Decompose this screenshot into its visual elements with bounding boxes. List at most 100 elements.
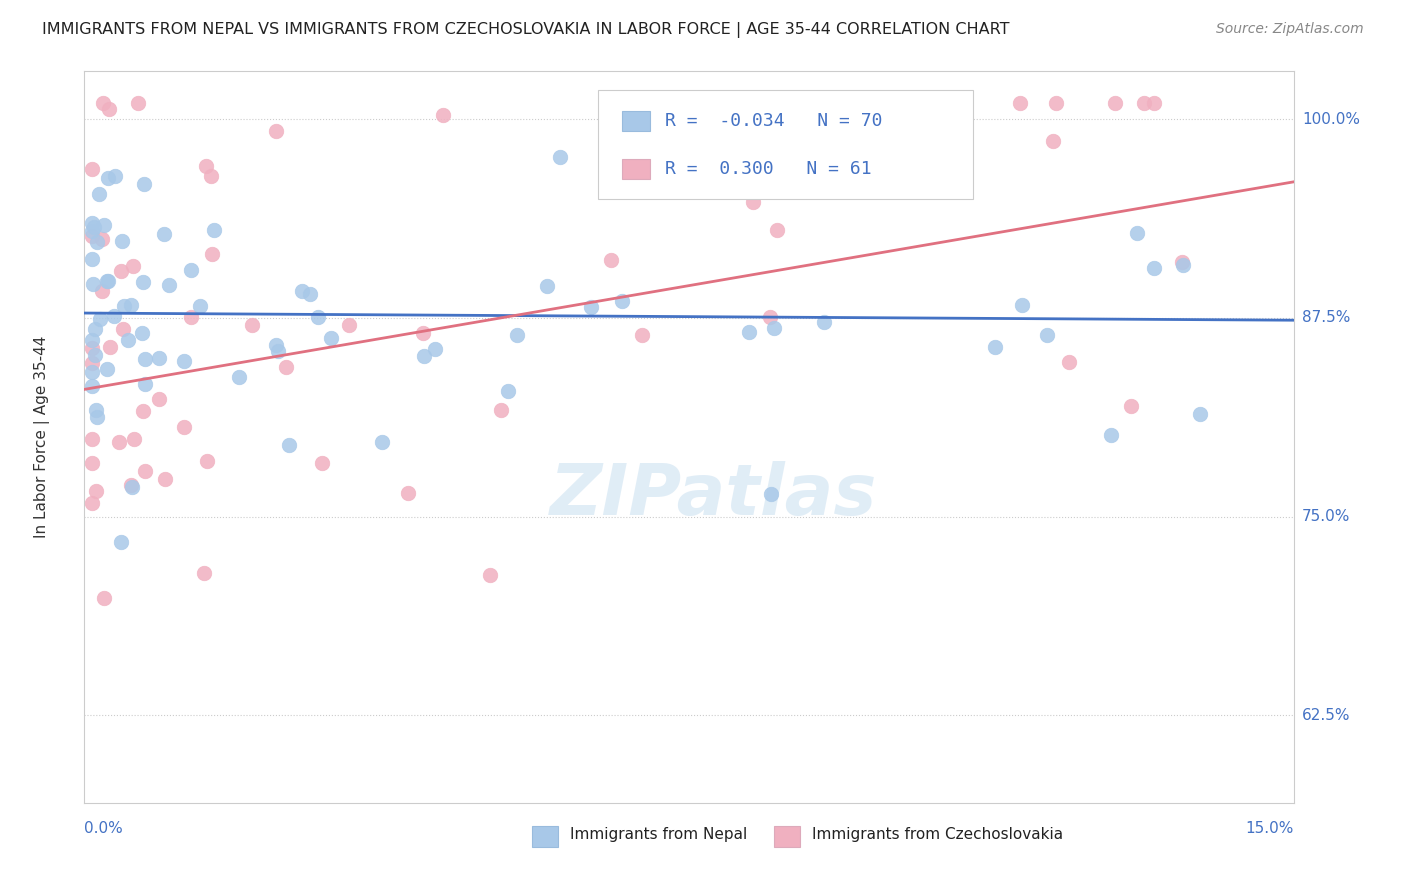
- Point: [96, 274, 118, 288]
- Point: [122, 259, 145, 273]
- Point: [86, 402, 108, 417]
- Point: [89, 312, 111, 326]
- Point: [1121, 399, 1143, 413]
- Point: [489, 402, 512, 417]
- Point: [82, 433, 104, 447]
- Point: [98, 340, 121, 354]
- Point: [1057, 355, 1080, 369]
- Point: [1011, 298, 1033, 312]
- Point: [84, 322, 107, 336]
- Point: [759, 487, 782, 501]
- Point: [1099, 428, 1122, 442]
- Point: [610, 293, 633, 308]
- Point: [82, 161, 104, 176]
- Point: [425, 343, 447, 357]
- Text: 15.0%: 15.0%: [1246, 821, 1294, 836]
- Point: [87, 187, 110, 202]
- Point: [82, 496, 104, 510]
- Point: [82, 333, 104, 347]
- Point: [82, 365, 104, 379]
- Point: [1171, 255, 1194, 269]
- Point: [742, 194, 765, 209]
- Point: [1104, 96, 1126, 111]
- Text: 87.5%: 87.5%: [1302, 310, 1350, 326]
- Point: [104, 169, 127, 184]
- Point: [1189, 407, 1212, 421]
- Point: [1133, 96, 1156, 111]
- Point: [132, 403, 155, 417]
- Point: [307, 310, 329, 324]
- Text: 0.0%: 0.0%: [84, 821, 124, 836]
- Text: 62.5%: 62.5%: [1302, 708, 1350, 723]
- Point: [1126, 227, 1149, 241]
- Point: [82, 356, 104, 370]
- Point: [132, 276, 155, 290]
- Bar: [773, 826, 800, 847]
- Point: [506, 328, 529, 343]
- Point: [157, 278, 180, 293]
- Bar: [623, 111, 650, 131]
- Point: [1143, 96, 1166, 111]
- Point: [267, 343, 290, 358]
- Point: [1143, 260, 1166, 275]
- Point: [737, 325, 759, 339]
- Text: R =  -0.034   N = 70: R = -0.034 N = 70: [665, 112, 882, 130]
- Point: [93, 218, 115, 232]
- Point: [83, 220, 105, 235]
- Point: [291, 284, 314, 298]
- Point: [148, 351, 170, 365]
- Bar: [531, 826, 558, 847]
- Point: [96, 362, 118, 376]
- Point: [432, 108, 454, 122]
- Point: [200, 169, 222, 183]
- Text: In Labor Force | Age 35-44: In Labor Force | Age 35-44: [34, 336, 51, 538]
- Point: [299, 287, 322, 301]
- Point: [155, 472, 177, 486]
- Point: [984, 340, 1007, 354]
- Point: [685, 96, 707, 111]
- Point: [84, 483, 107, 498]
- Point: [853, 137, 876, 152]
- Point: [90, 284, 112, 298]
- Point: [396, 486, 419, 500]
- Point: [412, 326, 434, 341]
- Point: [188, 299, 211, 313]
- Text: 75.0%: 75.0%: [1302, 509, 1350, 524]
- Bar: [623, 159, 650, 179]
- Point: [82, 379, 104, 393]
- Point: [201, 247, 224, 261]
- Point: [536, 279, 558, 293]
- Point: [264, 338, 287, 352]
- Point: [173, 353, 195, 368]
- Point: [337, 318, 360, 332]
- Point: [631, 327, 654, 342]
- Point: [91, 96, 114, 111]
- Point: [599, 252, 621, 267]
- Point: [173, 420, 195, 434]
- Text: Immigrants from Czechoslovakia: Immigrants from Czechoslovakia: [813, 827, 1063, 842]
- Point: [1173, 258, 1195, 272]
- Point: [134, 464, 156, 478]
- Point: [107, 435, 129, 450]
- Point: [413, 349, 436, 363]
- Text: Immigrants from Nepal: Immigrants from Nepal: [571, 827, 748, 842]
- Text: 100.0%: 100.0%: [1302, 112, 1360, 127]
- Point: [1045, 96, 1067, 111]
- Point: [111, 322, 134, 336]
- Point: [103, 310, 125, 324]
- Point: [180, 310, 202, 324]
- Point: [131, 326, 153, 340]
- Text: Source: ZipAtlas.com: Source: ZipAtlas.com: [1216, 22, 1364, 37]
- Point: [121, 480, 143, 494]
- Point: [90, 231, 112, 245]
- Point: [120, 298, 142, 312]
- Point: [127, 96, 149, 111]
- Point: [202, 223, 225, 237]
- Point: [93, 591, 115, 606]
- FancyBboxPatch shape: [599, 90, 973, 200]
- Point: [311, 456, 333, 470]
- Point: [84, 348, 107, 362]
- Point: [97, 274, 120, 288]
- Point: [759, 310, 782, 324]
- Point: [1042, 134, 1064, 148]
